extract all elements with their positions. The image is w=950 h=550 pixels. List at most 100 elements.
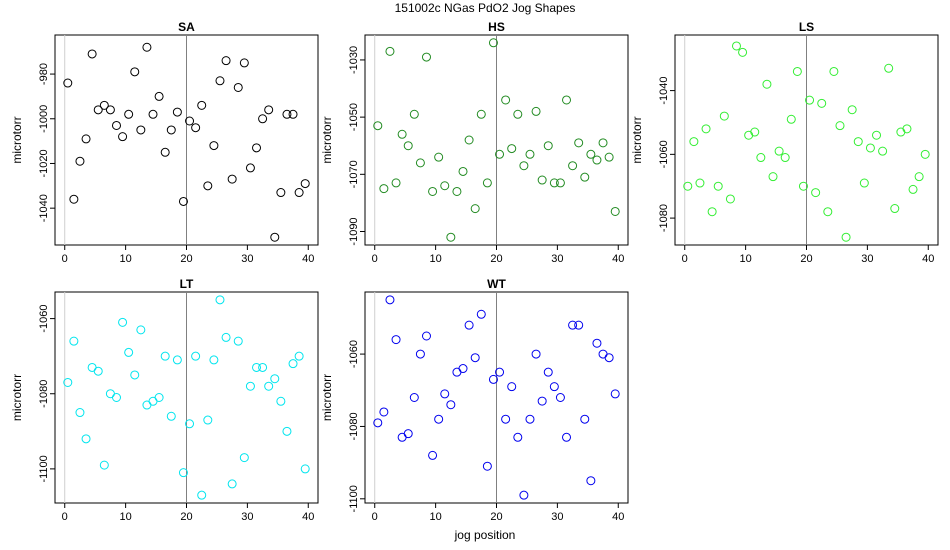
- data-point: [780, 153, 790, 163]
- data-point: [872, 130, 882, 140]
- data-point: [191, 123, 201, 133]
- y-axis-label: microtorr: [10, 374, 24, 421]
- data-point: [270, 232, 280, 242]
- data-point: [81, 134, 91, 144]
- data-point: [731, 41, 741, 51]
- x-tick-label: 0: [682, 253, 688, 265]
- data-point: [142, 400, 152, 410]
- data-point: [148, 396, 158, 406]
- y-tick-label: -1100: [348, 485, 360, 512]
- data-point: [719, 111, 729, 121]
- data-point: [239, 58, 249, 68]
- data-point: [853, 137, 863, 147]
- data-point: [592, 338, 602, 348]
- data-point: [252, 362, 262, 372]
- data-point: [93, 366, 103, 376]
- data-point: [166, 125, 176, 135]
- data-point: [531, 106, 541, 116]
- data-point: [750, 127, 760, 137]
- data-point: [397, 432, 407, 442]
- data-point: [409, 393, 419, 402]
- data-point: [452, 186, 462, 196]
- x-tick-label: 10: [429, 253, 441, 265]
- data-point: [525, 149, 535, 159]
- data-point: [282, 109, 292, 119]
- data-point: [574, 320, 584, 330]
- data-point: [178, 468, 188, 478]
- data-point: [215, 76, 225, 86]
- data-point: [464, 320, 474, 330]
- data-point: [786, 114, 796, 124]
- data-point: [391, 335, 401, 345]
- x-tick-label: 40: [612, 253, 624, 265]
- data-point: [914, 172, 924, 182]
- x-tick-label: 40: [922, 253, 934, 265]
- data-point: [75, 156, 85, 166]
- data-point: [513, 109, 523, 119]
- panel-hs: HS 0 10 20 30 40 -1090 -1070 -1050 -1030 microtorr: [320, 20, 629, 265]
- data-point: [470, 204, 480, 214]
- y-tick-label: -1080: [658, 204, 670, 232]
- data-point: [421, 52, 431, 62]
- data-point: [294, 351, 304, 361]
- data-point: [99, 460, 109, 470]
- data-point: [537, 396, 547, 406]
- data-point: [385, 295, 395, 305]
- x-tick-label: 40: [612, 511, 624, 523]
- data-point: [610, 389, 620, 399]
- data-point: [476, 309, 486, 319]
- data-point: [276, 188, 286, 198]
- y-axis-label: microtorr: [320, 116, 334, 163]
- data-point: [725, 194, 735, 204]
- data-point: [136, 325, 146, 335]
- panel-title: LT: [180, 277, 194, 291]
- data-point: [105, 105, 115, 115]
- data-point: [142, 42, 152, 52]
- data-point: [160, 147, 170, 157]
- data-point: [379, 407, 389, 417]
- data-point: [884, 63, 894, 73]
- data-point: [428, 186, 438, 196]
- data-point: [525, 414, 535, 424]
- data-point: [543, 367, 553, 377]
- data-point: [409, 109, 419, 119]
- data-point: [774, 146, 784, 156]
- data-point: [744, 130, 754, 140]
- y-tick-label: -1070: [348, 160, 360, 188]
- x-tick-label: 30: [551, 253, 563, 265]
- data-point: [549, 178, 559, 188]
- data-point: [574, 138, 584, 148]
- data-point: [683, 181, 693, 191]
- data-point: [111, 120, 121, 130]
- data-point: [154, 91, 164, 101]
- x-tick-label: 30: [241, 511, 253, 523]
- data-point: [136, 125, 146, 135]
- x-tick-label: 40: [302, 511, 314, 523]
- data-point: [197, 490, 207, 500]
- data-point: [902, 124, 912, 134]
- x-tick-label: 30: [241, 253, 253, 265]
- y-tick-label: -1050: [348, 103, 360, 131]
- data-point: [203, 181, 213, 191]
- data-point: [713, 181, 723, 191]
- data-point: [835, 121, 845, 131]
- data-point: [908, 184, 918, 194]
- data-point: [118, 132, 128, 142]
- data-point: [258, 362, 268, 372]
- data-point: [920, 149, 930, 159]
- data-point: [434, 414, 444, 424]
- data-point: [233, 336, 243, 346]
- data-point: [464, 135, 474, 145]
- data-point: [562, 95, 572, 105]
- data-point: [476, 109, 486, 119]
- data-point: [185, 419, 195, 429]
- data-point: [878, 146, 888, 156]
- data-point: [373, 121, 383, 131]
- data-point: [501, 95, 511, 105]
- data-point: [185, 116, 195, 126]
- data-point: [610, 206, 620, 216]
- data-point: [507, 144, 517, 154]
- x-tick-label: 30: [861, 253, 873, 265]
- data-point: [513, 432, 523, 442]
